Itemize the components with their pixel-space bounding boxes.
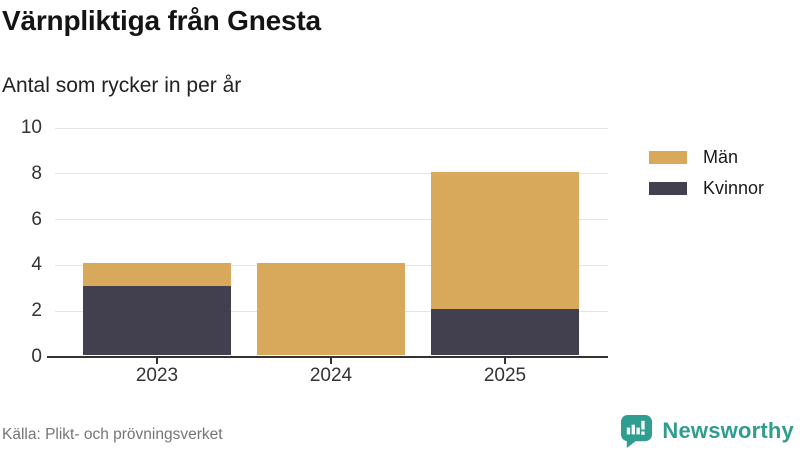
legend-swatch [649, 150, 687, 164]
bar-segment-2025-män [431, 171, 579, 310]
x-axis-line [47, 355, 608, 358]
legend-label: Män [703, 147, 739, 167]
chart-title: Värnpliktiga från Gnesta [2, 5, 321, 36]
gridline [55, 173, 608, 175]
bar-segment-2023-män [83, 263, 231, 287]
bar-chart-plot-area: 0 2 4 6 8 10 2023 2024 2025 [21, 117, 608, 386]
legend-label: Kvinnor [703, 178, 765, 198]
x-axis-tick [504, 358, 506, 364]
newsworthy-logo-icon [620, 414, 653, 448]
x-axis-tick-label: 2023 [135, 365, 179, 386]
x-axis-tick-label: 2024 [309, 365, 353, 386]
source-note: Källa: Plikt- och prövningsverket [2, 426, 223, 443]
x-axis-tick [156, 358, 158, 364]
legend-item-kvinnor: Kvinnor [649, 179, 764, 197]
legend-item-män: Män [649, 148, 764, 166]
x-axis-tick [330, 358, 332, 364]
y-axis-tick-label: 2 [31, 300, 42, 322]
bar-segment-2023-kvinnor [83, 286, 231, 355]
gridline [55, 127, 608, 129]
y-axis-tick-label: 6 [31, 208, 42, 230]
bar-segment-2025-kvinnor [431, 309, 579, 355]
legend-swatch [649, 181, 687, 195]
y-axis-tick-label: 8 [31, 162, 42, 184]
bar-segment-2024-män [257, 263, 405, 355]
chart-subtitle: Antal som rycker in per år [2, 74, 242, 97]
x-axis-tick-label: 2025 [483, 365, 527, 386]
y-axis-tick-label: 0 [31, 346, 42, 367]
chart-legend: Män Kvinnor [649, 148, 764, 197]
newsworthy-logo: Newsworthy [620, 414, 794, 448]
gridline [55, 219, 608, 221]
newsworthy-logo-text: Newsworthy [662, 418, 794, 443]
y-axis-tick-label: 10 [20, 117, 42, 138]
y-axis-tick-label: 4 [31, 254, 42, 276]
